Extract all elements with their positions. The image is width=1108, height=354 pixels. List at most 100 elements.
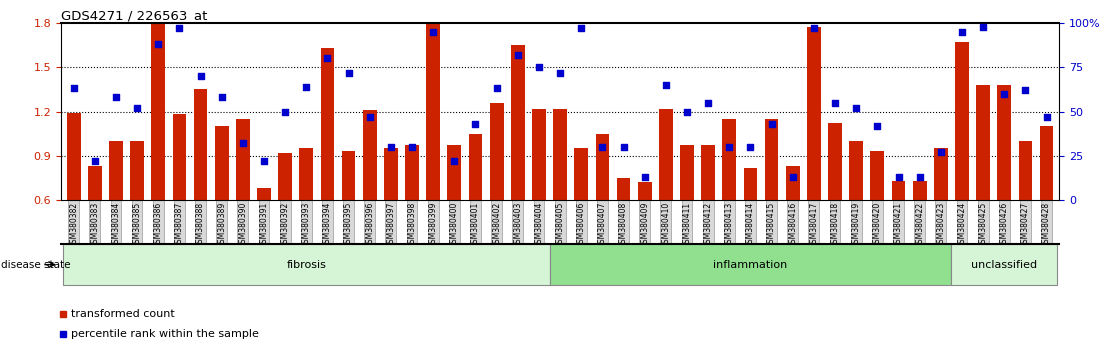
- Bar: [469, 133, 482, 200]
- Bar: [828, 123, 842, 200]
- Bar: [722, 119, 736, 200]
- Bar: [406, 145, 419, 200]
- Point: [382, 144, 400, 150]
- Text: percentile rank within the sample: percentile rank within the sample: [71, 329, 258, 339]
- Point: [445, 158, 463, 164]
- Point: [806, 25, 823, 31]
- Bar: [976, 85, 989, 200]
- Point: [530, 64, 547, 70]
- Bar: [341, 152, 356, 200]
- Point: [403, 144, 421, 150]
- Point: [699, 100, 717, 105]
- Point: [150, 41, 167, 47]
- Text: transformed count: transformed count: [71, 309, 174, 319]
- Bar: [173, 114, 186, 200]
- Point: [890, 174, 907, 180]
- Bar: [66, 113, 81, 200]
- Point: [255, 158, 273, 164]
- Point: [509, 52, 526, 58]
- Text: disease state: disease state: [1, 259, 71, 270]
- Point: [594, 144, 612, 150]
- Point: [129, 105, 146, 111]
- Bar: [659, 109, 673, 200]
- Bar: [638, 182, 652, 200]
- Bar: [384, 148, 398, 200]
- Bar: [680, 145, 694, 200]
- Point: [932, 149, 950, 155]
- Point: [657, 82, 675, 88]
- Bar: [490, 103, 503, 200]
- Bar: [955, 42, 968, 200]
- Point: [276, 109, 294, 114]
- Bar: [997, 85, 1012, 200]
- Point: [192, 73, 209, 79]
- Point: [107, 95, 125, 100]
- Text: GDS4271 / 226563_at: GDS4271 / 226563_at: [61, 9, 207, 22]
- Bar: [934, 148, 947, 200]
- Bar: [448, 145, 461, 200]
- Point: [1016, 87, 1034, 93]
- Point: [488, 86, 505, 91]
- Point: [1038, 114, 1056, 120]
- Bar: [299, 148, 314, 200]
- Bar: [511, 45, 525, 200]
- Bar: [1018, 141, 1033, 200]
- Bar: [892, 181, 905, 200]
- Bar: [362, 110, 377, 200]
- Point: [340, 70, 358, 75]
- Point: [720, 144, 738, 150]
- Bar: [617, 178, 630, 200]
- Bar: [215, 126, 228, 200]
- Point: [974, 24, 992, 29]
- Point: [953, 29, 971, 35]
- Point: [297, 84, 315, 90]
- Bar: [871, 152, 884, 200]
- Bar: [131, 141, 144, 200]
- Point: [783, 174, 801, 180]
- Point: [827, 100, 844, 105]
- Bar: [532, 109, 546, 200]
- Bar: [765, 119, 779, 200]
- Point: [636, 174, 654, 180]
- Bar: [574, 148, 588, 200]
- Bar: [701, 145, 715, 200]
- Bar: [913, 181, 926, 200]
- Bar: [63, 244, 550, 285]
- Bar: [550, 244, 952, 285]
- Bar: [109, 141, 123, 200]
- Point: [171, 25, 188, 31]
- Point: [762, 121, 780, 127]
- Point: [234, 141, 252, 146]
- Point: [869, 123, 886, 129]
- Point: [86, 158, 104, 164]
- Bar: [850, 141, 863, 200]
- Text: inflammation: inflammation: [714, 259, 788, 270]
- Bar: [786, 166, 800, 200]
- Point: [995, 91, 1013, 97]
- Point: [573, 25, 591, 31]
- Text: fibrosis: fibrosis: [286, 259, 326, 270]
- Bar: [1039, 126, 1054, 200]
- Bar: [743, 167, 758, 200]
- Bar: [807, 28, 821, 200]
- Bar: [194, 89, 207, 200]
- Point: [678, 109, 696, 114]
- Point: [361, 114, 379, 120]
- Bar: [236, 119, 249, 200]
- Text: unclassified: unclassified: [972, 259, 1037, 270]
- Bar: [278, 153, 293, 200]
- Bar: [152, 23, 165, 200]
- Point: [64, 86, 82, 91]
- Point: [848, 105, 865, 111]
- Point: [319, 56, 337, 61]
- Bar: [952, 244, 1057, 285]
- Bar: [88, 166, 102, 200]
- Point: [424, 29, 442, 35]
- Bar: [257, 188, 270, 200]
- Bar: [595, 133, 609, 200]
- Point: [213, 95, 230, 100]
- Point: [466, 121, 484, 127]
- Bar: [320, 48, 335, 200]
- Point: [741, 144, 759, 150]
- Point: [552, 70, 570, 75]
